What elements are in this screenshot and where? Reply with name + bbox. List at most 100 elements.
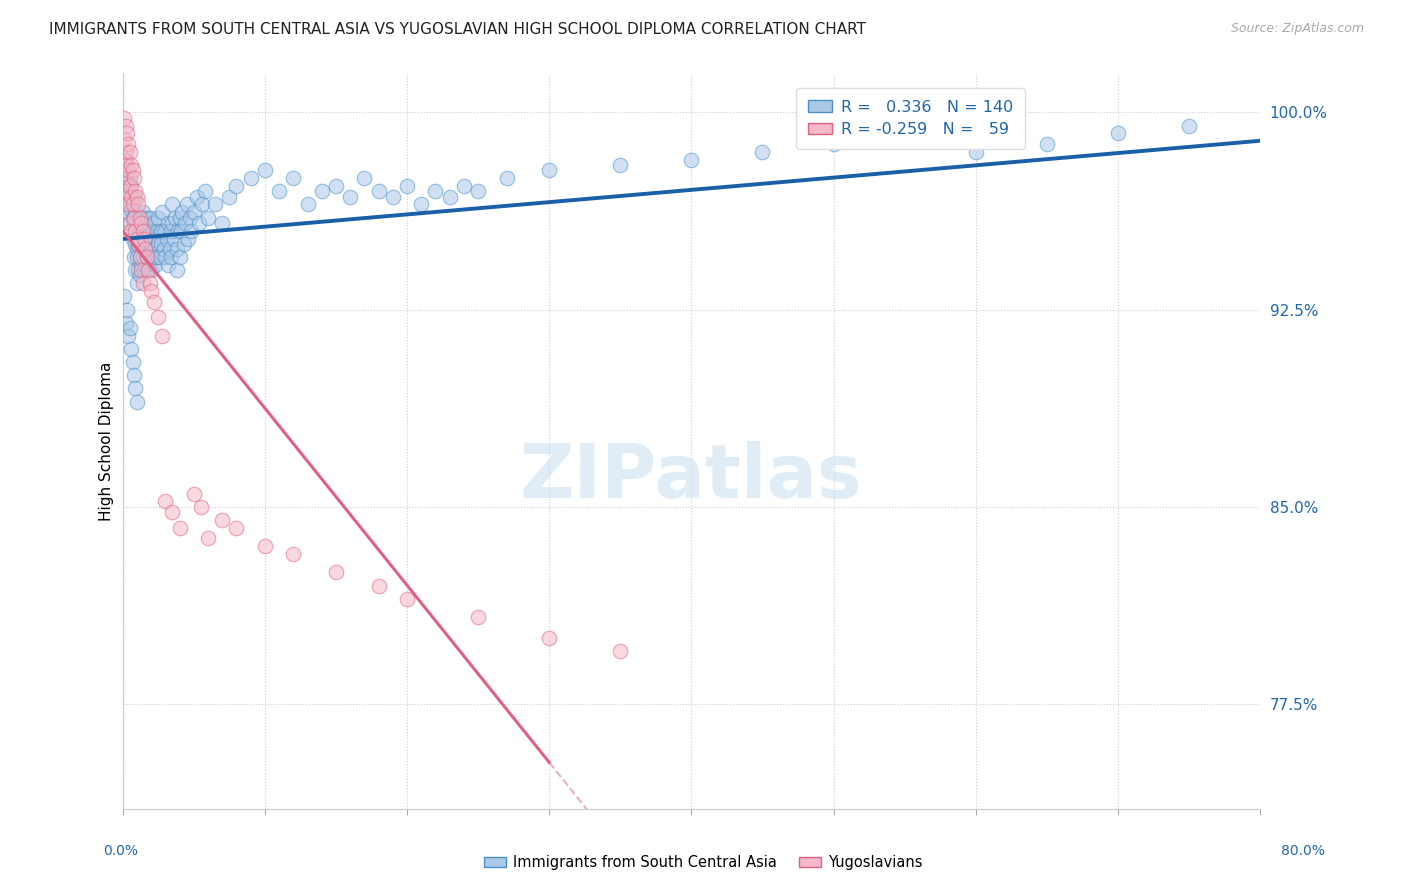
Point xyxy=(194,184,217,198)
Point xyxy=(155,224,177,238)
Point xyxy=(129,263,152,277)
Point xyxy=(127,236,149,251)
Point xyxy=(152,329,174,343)
Point xyxy=(114,171,136,186)
Point xyxy=(253,163,276,178)
Point xyxy=(538,631,561,645)
Point xyxy=(162,505,184,519)
Point xyxy=(127,236,149,251)
Point xyxy=(128,224,150,238)
Point xyxy=(139,284,162,298)
Point xyxy=(114,119,136,133)
Point xyxy=(170,224,193,238)
Point xyxy=(681,153,703,167)
Point xyxy=(122,211,145,225)
Point xyxy=(149,250,172,264)
Point xyxy=(218,189,240,203)
Legend: Immigrants from South Central Asia, Yugoslavians: Immigrants from South Central Asia, Yugo… xyxy=(478,849,928,876)
Point xyxy=(114,145,136,159)
Point xyxy=(211,513,233,527)
Point xyxy=(160,224,183,238)
Point xyxy=(751,145,773,159)
Point xyxy=(179,211,201,225)
Point xyxy=(118,179,141,194)
Point xyxy=(186,189,208,203)
Point xyxy=(125,277,148,291)
Point xyxy=(120,342,142,356)
Point xyxy=(609,644,631,658)
Point xyxy=(125,242,148,256)
Point xyxy=(367,578,389,592)
Point xyxy=(1362,374,1385,388)
Point xyxy=(122,216,145,230)
Point xyxy=(325,566,347,580)
Point xyxy=(467,610,489,624)
Point xyxy=(183,486,205,500)
Point xyxy=(112,131,135,145)
Point xyxy=(162,197,184,211)
Point xyxy=(367,184,389,198)
Point xyxy=(120,179,142,194)
Point xyxy=(121,231,143,245)
Point xyxy=(117,163,139,178)
Point xyxy=(1035,136,1057,151)
Point xyxy=(131,277,153,291)
Point xyxy=(124,381,146,395)
Point xyxy=(135,250,157,264)
Point xyxy=(136,263,159,277)
Point xyxy=(823,136,845,151)
Point xyxy=(169,250,191,264)
Point xyxy=(134,231,156,245)
Point xyxy=(148,310,170,325)
Point xyxy=(132,231,155,245)
Point xyxy=(139,211,162,225)
Point xyxy=(127,197,149,211)
Point xyxy=(132,216,155,230)
Point xyxy=(538,163,561,178)
Point xyxy=(152,224,174,238)
Point xyxy=(134,242,156,256)
Point xyxy=(166,263,188,277)
Point xyxy=(115,127,138,141)
Point xyxy=(190,500,212,514)
Point xyxy=(188,216,211,230)
Point xyxy=(125,394,148,409)
Point xyxy=(150,236,173,251)
Point xyxy=(395,179,418,194)
Point xyxy=(411,197,433,211)
Point xyxy=(127,211,149,225)
Point xyxy=(156,231,179,245)
Point xyxy=(124,224,146,238)
Point xyxy=(180,224,202,238)
Point xyxy=(893,131,915,145)
Point xyxy=(163,231,186,245)
Point xyxy=(204,197,226,211)
Point xyxy=(211,216,233,230)
Point xyxy=(129,216,152,230)
Point xyxy=(167,224,190,238)
Point xyxy=(128,268,150,283)
Point xyxy=(121,163,143,178)
Point xyxy=(114,184,136,198)
Point xyxy=(121,197,143,211)
Point xyxy=(120,189,142,203)
Point xyxy=(114,316,136,330)
Point xyxy=(131,250,153,264)
Point xyxy=(166,242,188,256)
Point xyxy=(395,591,418,606)
Point xyxy=(122,171,145,186)
Point xyxy=(239,171,262,186)
Point xyxy=(197,211,219,225)
Point xyxy=(124,184,146,198)
Point xyxy=(143,216,166,230)
Point xyxy=(339,189,361,203)
Point xyxy=(135,250,157,264)
Point xyxy=(129,236,152,251)
Point xyxy=(121,211,143,225)
Point xyxy=(145,258,167,272)
Point xyxy=(609,158,631,172)
Point xyxy=(131,205,153,219)
Point xyxy=(115,158,138,172)
Point xyxy=(115,189,138,203)
Text: ZIPatlas: ZIPatlas xyxy=(520,442,863,515)
